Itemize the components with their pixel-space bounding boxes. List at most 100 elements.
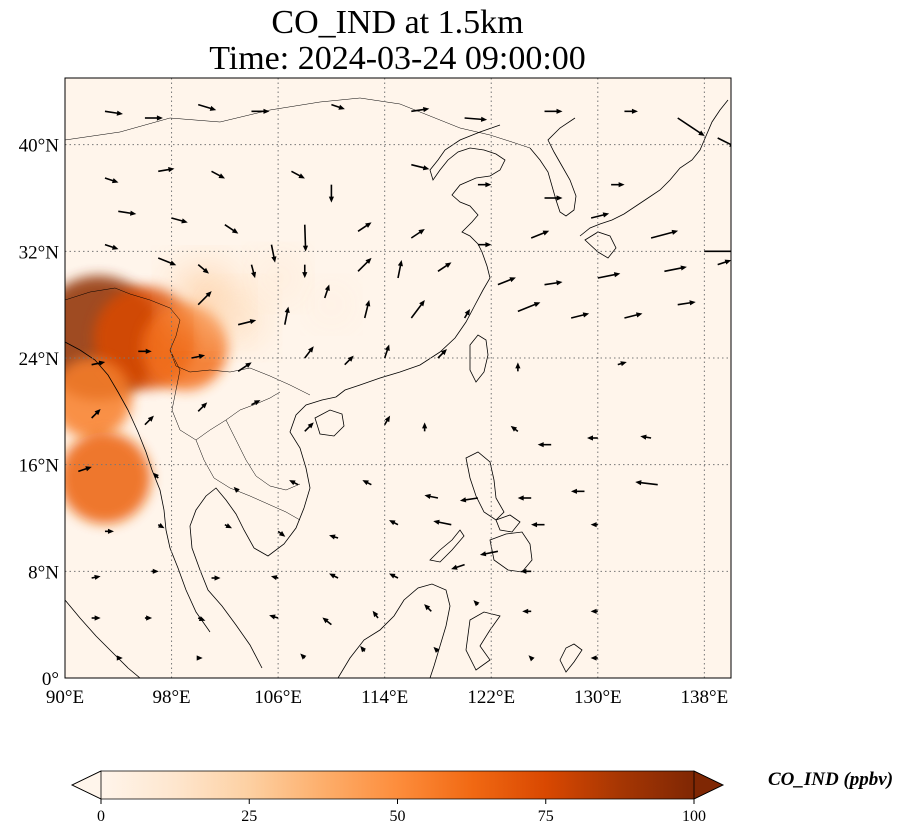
lat-tick-label: 16°N [19, 456, 60, 477]
lon-tick-label: 90°E [46, 687, 84, 708]
wind-arrow [544, 195, 563, 201]
wind-arrow [152, 472, 159, 479]
coastlines [65, 99, 729, 678]
wind-arrow [138, 348, 152, 354]
wind-arrow [357, 257, 372, 272]
wind-arrow [437, 262, 452, 272]
coastline-palawan [429, 529, 465, 563]
colorbar-ticks: 0 25 50 75 100 [97, 799, 706, 825]
colorbar-under-arrow [71, 770, 102, 800]
wind-arrow [463, 309, 470, 319]
colorbar-tick-label: 100 [682, 808, 706, 825]
wind-arrow [451, 563, 465, 570]
wind-arrow [104, 110, 123, 116]
wind-arrow [520, 568, 532, 574]
wind-arrow [91, 360, 106, 366]
plume-blob [216, 295, 261, 341]
wind-arrow [650, 229, 679, 239]
wind-arrow [277, 530, 286, 537]
coastline-luzon [465, 451, 505, 521]
wind-arrow [304, 346, 314, 359]
wind-arrow [116, 655, 123, 661]
wind-arrow [269, 614, 279, 620]
plume-blob [315, 289, 347, 321]
wind-arrow [464, 116, 488, 122]
wind-arrow [144, 415, 154, 426]
wind-arrow [157, 523, 165, 529]
wind-arrow [211, 170, 226, 179]
wind-arrow [197, 616, 206, 622]
wind-arrow [389, 573, 399, 579]
lat-tick-label: 24°N [19, 349, 60, 370]
wind-arrow [479, 550, 499, 557]
wind-arrow [424, 604, 432, 612]
wind-arrow [433, 519, 452, 526]
wind-arrow [590, 655, 598, 661]
border-line [169, 349, 281, 441]
wind-arrow [78, 466, 92, 473]
wind-arrow [91, 574, 101, 580]
wind-arrow [624, 312, 643, 319]
coastline-indochina [189, 396, 337, 669]
colorbar-label: CO_IND (ppbv) [768, 769, 894, 790]
wind-arrow [270, 575, 279, 581]
wind-arrow [611, 182, 625, 188]
wind-arrow [624, 108, 638, 114]
wind-arrow [473, 600, 480, 607]
wind-arrow [302, 264, 308, 279]
coastline-sumatra [65, 599, 141, 678]
wind-arrow [717, 259, 731, 266]
wind-arrow [590, 522, 598, 528]
wind-arrow [590, 212, 610, 219]
wind-arrow [224, 523, 233, 529]
wind-arrow [383, 344, 390, 359]
border-line [195, 439, 301, 521]
colorbar-fill [101, 771, 694, 799]
coastline-sulawesi [465, 611, 501, 671]
wind-arrow [422, 422, 428, 432]
wind-arrow [237, 362, 252, 372]
wind-arrow [515, 362, 521, 372]
coastline-china [335, 124, 506, 398]
wind-arrow [424, 493, 439, 500]
lat-tick-label: 32°N [19, 242, 60, 263]
wind-arrow [510, 425, 519, 432]
wind-arrow [328, 184, 334, 203]
wind-arrow [362, 480, 372, 486]
wind-arrow [517, 302, 541, 313]
wind-arrow [389, 520, 399, 526]
wind-arrow [587, 435, 598, 441]
wind-arrow [197, 264, 209, 274]
wind-arrow [570, 488, 585, 494]
lon-tick-label: 130°E [574, 687, 622, 708]
lat-tick-label: 40°N [19, 136, 60, 157]
wind-arrow [270, 244, 277, 263]
wind-arrow [289, 480, 299, 486]
wind-arrow [322, 617, 332, 626]
wind-arrow [360, 645, 367, 653]
wind-arrow [411, 163, 430, 171]
wind-arrow [224, 224, 239, 234]
wind-arrow [197, 291, 212, 306]
lat-tick-label: 8°N [28, 562, 59, 583]
wind-arrow [664, 265, 687, 273]
wind-arrow [302, 224, 309, 252]
wind-arrow [677, 117, 705, 136]
wind-arrow [233, 486, 240, 493]
lat-tick-label: 0° [42, 669, 59, 690]
wind-arrow [635, 480, 658, 486]
lon-tick-label: 114°E [361, 687, 408, 708]
lon-tick-label: 106°E [254, 687, 302, 708]
wind-arrow [537, 442, 552, 448]
wind-arrow [410, 300, 425, 319]
wind-arrow [570, 312, 590, 319]
wind-arrow [300, 653, 307, 660]
map-subtitle: Time: 2024-03-24 09:00:00 [209, 40, 586, 77]
wind-arrow [544, 108, 563, 114]
wind-arrow [196, 655, 203, 661]
wind-arrow [617, 361, 627, 367]
coastline-japan [579, 99, 729, 237]
wind-arrow [383, 415, 391, 426]
coastline-mindanao [489, 531, 533, 573]
wind-arrow [91, 615, 101, 621]
